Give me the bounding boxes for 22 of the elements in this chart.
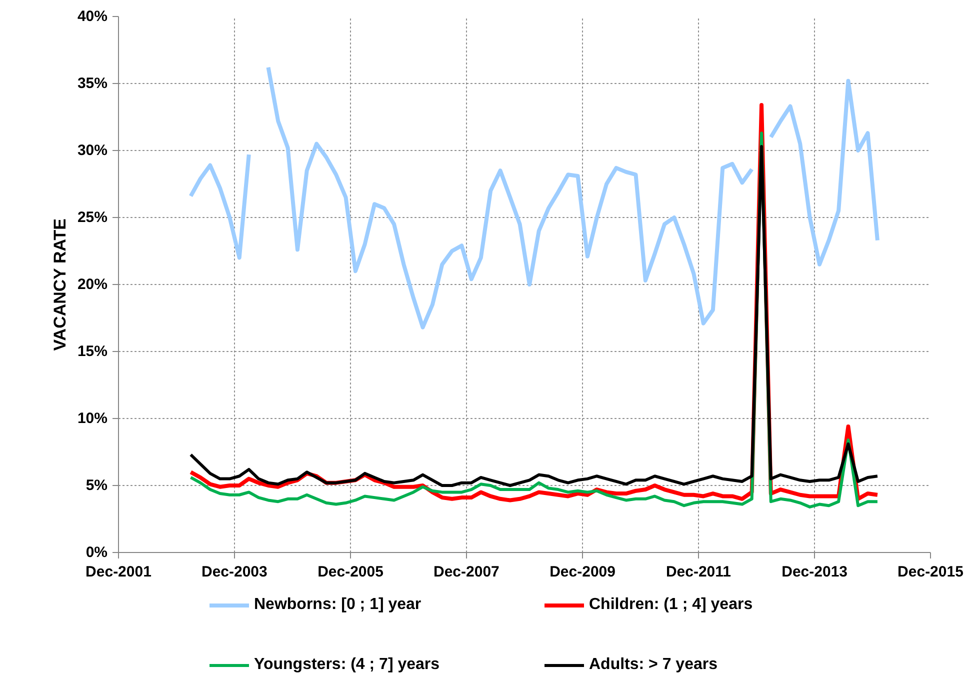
y-tick-label: 0% [86,544,108,561]
y-tick-label: 5% [86,477,108,494]
x-tick-label: Dec-2013 [782,564,848,580]
x-tick-label: Dec-2011 [666,564,732,580]
x-tick-label: Dec-2001 [86,564,152,580]
y-tick-label: 20% [77,276,108,293]
legend-label: Children: (1 ; 4] years [589,595,754,615]
x-tick-label: Dec-2003 [201,564,268,580]
y-tick-label: 10% [77,410,108,427]
x-tick-label: Dec-2015 [898,564,964,580]
x-tick-label: Dec-2007 [434,564,500,580]
legend-label: Adults: > 7 years [589,655,718,675]
y-tick-label: 40% [77,8,108,25]
y-tick-label: 35% [77,75,108,92]
legend-label: Newborns: [0 ; 1] year [254,595,422,615]
legend-label: Youngsters: (4 ; 7] years [254,655,441,675]
y-tick-label: 30% [77,142,108,159]
y-tick-label: 25% [77,209,108,226]
y-axis-title: VACANCY RATE [50,218,70,351]
x-tick-label: Dec-2009 [550,564,616,580]
x-tick-label: Dec-2005 [318,564,384,580]
y-tick-label: 15% [77,343,108,360]
